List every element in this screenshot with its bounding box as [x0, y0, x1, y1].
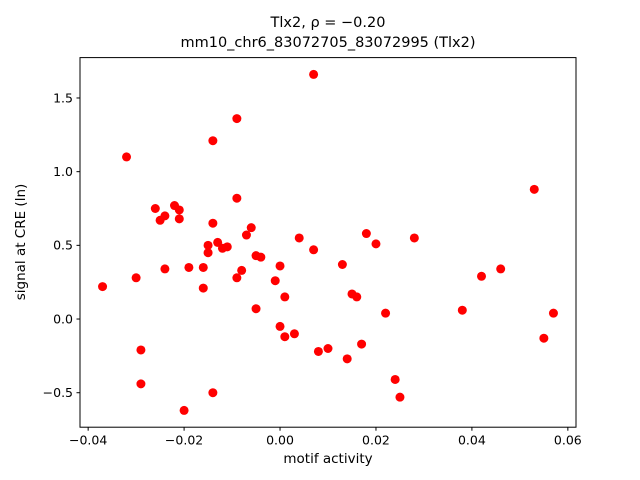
- data-point: [232, 114, 242, 124]
- y-tick-label: 0.0: [53, 311, 73, 326]
- data-point: [251, 304, 261, 314]
- data-point: [313, 346, 323, 356]
- data-point: [179, 405, 189, 415]
- data-point: [280, 332, 290, 342]
- data-point: [232, 273, 242, 283]
- data-point: [122, 152, 132, 162]
- data-point: [477, 271, 487, 281]
- data-point: [256, 252, 266, 262]
- data-point: [342, 354, 352, 364]
- data-point: [357, 339, 367, 349]
- x-axis-ticks-group: −0.04 −0.02 0.00 0.02 0.04 0.06: [69, 427, 582, 448]
- data-point: [309, 245, 319, 255]
- data-point: [270, 276, 280, 286]
- data-point: [174, 214, 184, 224]
- plot-frame: [79, 57, 577, 428]
- data-point: [246, 223, 256, 233]
- data-point: [208, 218, 218, 228]
- data-point: [539, 333, 549, 343]
- data-point: [371, 239, 381, 249]
- y-tick-label: 0.5: [53, 238, 73, 253]
- y-axis-label: signal at CRE (ln): [13, 184, 29, 301]
- data-point: [352, 292, 362, 302]
- data-point: [280, 292, 290, 302]
- data-point: [361, 229, 371, 239]
- x-tick-label: 0.04: [458, 433, 486, 448]
- data-point: [208, 388, 218, 398]
- data-point: [548, 308, 558, 318]
- data-points-group: [98, 69, 558, 415]
- data-point: [203, 240, 213, 250]
- data-point: [203, 248, 213, 258]
- y-tick-label: −0.5: [43, 385, 73, 400]
- data-point: [529, 184, 539, 194]
- x-tick-label: −0.02: [165, 433, 203, 448]
- data-point: [208, 136, 218, 146]
- data-point: [136, 379, 146, 389]
- data-point: [323, 344, 333, 354]
- data-point: [222, 242, 232, 252]
- chart-subtitle: mm10_chr6_83072705_83072995 (Tlx2): [180, 35, 475, 51]
- data-point: [198, 262, 208, 272]
- data-point: [337, 260, 347, 270]
- y-axis-ticks-group: −0.5 0.0 0.5 1.0 1.5: [43, 90, 80, 400]
- data-point: [457, 305, 467, 315]
- data-point: [131, 273, 141, 283]
- x-tick-label: −0.04: [69, 433, 107, 448]
- x-axis-label: motif activity: [283, 451, 372, 467]
- data-point: [160, 211, 170, 221]
- data-point: [496, 264, 506, 274]
- y-tick-label: 1.5: [53, 90, 73, 105]
- x-tick-label: 0.02: [362, 433, 390, 448]
- data-point: [395, 392, 405, 402]
- data-point: [289, 329, 299, 339]
- data-point: [275, 261, 285, 271]
- data-point: [232, 193, 242, 203]
- data-point: [275, 321, 285, 331]
- data-point: [390, 374, 400, 384]
- data-point: [98, 282, 108, 292]
- data-point: [136, 345, 146, 355]
- data-point: [150, 204, 160, 214]
- data-point: [160, 264, 170, 274]
- data-point: [241, 230, 251, 240]
- x-tick-label: 0.06: [554, 433, 582, 448]
- data-point: [174, 205, 184, 215]
- chart-title: Tlx2, ρ = −0.20: [270, 15, 386, 31]
- data-point: [409, 233, 419, 243]
- data-point: [294, 233, 304, 243]
- data-point: [309, 69, 319, 79]
- data-point: [184, 262, 194, 272]
- data-point: [381, 308, 391, 318]
- y-tick-label: 1.0: [53, 164, 73, 179]
- data-point: [237, 265, 247, 275]
- x-tick-label: 0.00: [266, 433, 294, 448]
- data-point: [198, 283, 208, 293]
